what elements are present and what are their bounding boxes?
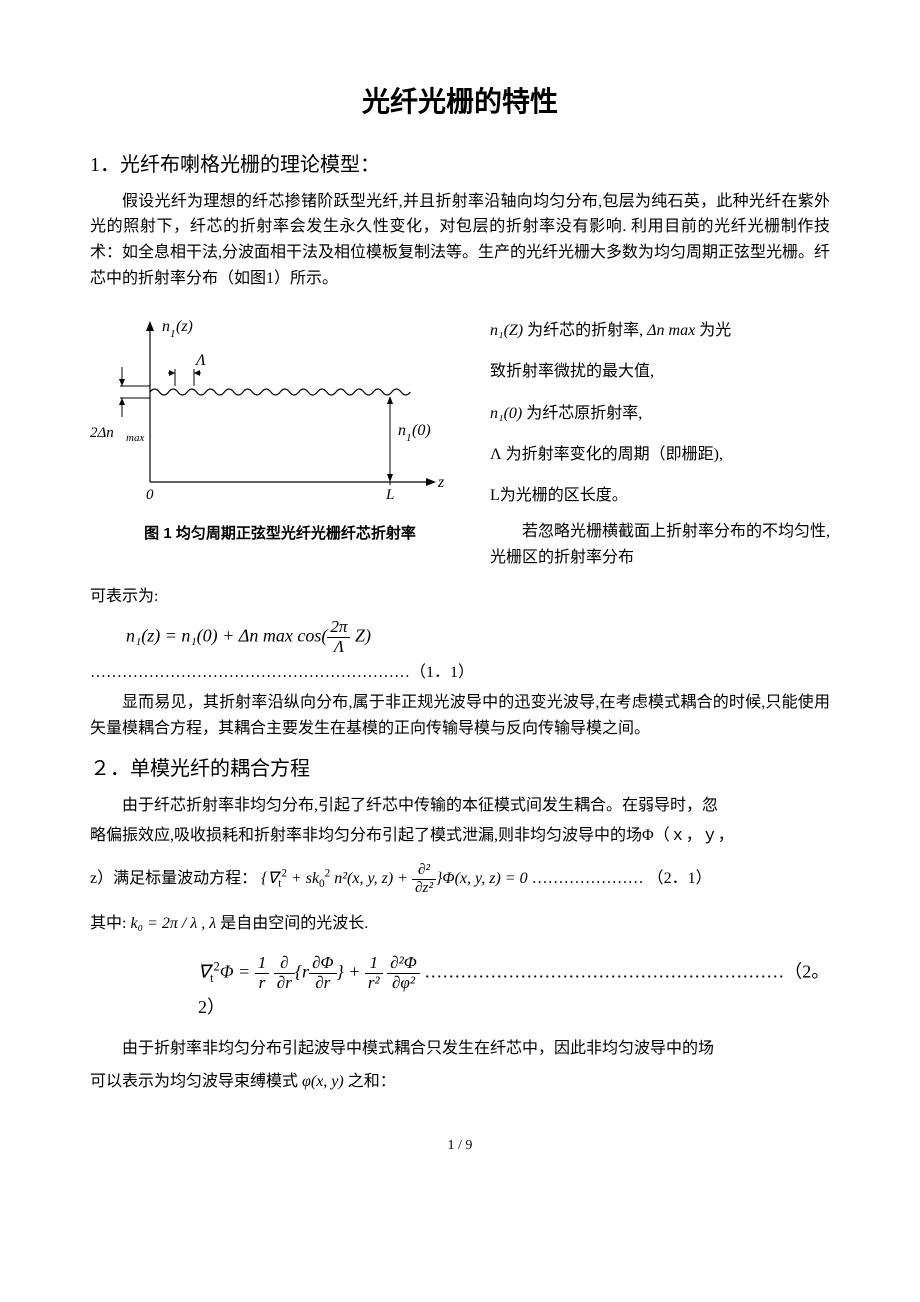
eq21-fd: ∂z² (412, 880, 436, 897)
pk0-b: k₀ = 2π / λ , λ (130, 915, 216, 932)
p-phi: 可以表示为均匀波导束缚模式 φ(x, y) 之和： (90, 1069, 830, 1095)
pphi-c: 之和： (348, 1073, 396, 1090)
fr-l2: 致折射率微扰的最大值, (490, 354, 830, 389)
eq21-c: n²(x, y, z) + (334, 870, 412, 887)
section1-heading: 1．光纤布喇格光栅的理论模型： (90, 149, 830, 181)
eq21-prefix: z）满足标量波动方程： (90, 870, 257, 887)
section2-p2: 略偏振效应,吸收损耗和折射率非均匀分布引起了模式泄漏,则非均匀波导中的场Φ（ｘ，… (90, 823, 830, 849)
eq22-f4d: ∂φ² (387, 974, 420, 993)
eq11-left: n₁(z) = n₁(0) + Δn max cos( (126, 625, 327, 645)
eq22-lhs: ∇ (198, 962, 210, 982)
fr-l5: L为光栅的区长度。 (490, 478, 830, 513)
eq-2-1: z）满足标量波动方程： {∇t2 + sk02 n²(x, y, z) + ∂²… (90, 862, 830, 896)
svg-text:max: max (126, 432, 144, 444)
svg-text:2Δn: 2Δn (90, 425, 114, 441)
eq22-m3: } + (337, 962, 365, 982)
svg-text:1: 1 (170, 328, 176, 340)
after-fig: 可表示为: (90, 584, 830, 610)
eq22-dots: …………………………………………………… (420, 962, 785, 982)
figure1-left: n 1 (z) z 0 L 2Δn max Λ (90, 307, 470, 546)
figure1-row: n 1 (z) z 0 L 2Δn max Λ (90, 307, 830, 576)
pphi-b: φ(x, y) (302, 1073, 344, 1090)
eq21-number: （2．1） (648, 870, 712, 887)
fr-l1b: 为纤芯的折射率, (527, 322, 643, 339)
svg-text:1: 1 (406, 432, 412, 444)
svg-text:(z): (z) (176, 318, 193, 335)
svg-text:L: L (385, 487, 394, 503)
page-title: 光纤光栅的特性 (90, 80, 830, 125)
fr-l4b: 为折射率变化的周期（即栅距), (506, 446, 723, 463)
figure1-caption: 图 1 均匀周期正弦型光纤光栅纤芯折射率 (90, 522, 470, 546)
pphi-a: 可以表示为均匀波导束缚模式 (90, 1073, 298, 1090)
svg-text:n: n (162, 318, 170, 335)
eq22-f1d: r (255, 974, 270, 993)
p-k0: 其中: k₀ = 2π / λ , λ 是自由空间的光波长. (90, 911, 830, 937)
figure1-svg: n 1 (z) z 0 L 2Δn max Λ (90, 307, 450, 507)
section2-heading: ２．单模光纤的耦合方程 (90, 753, 830, 785)
svg-text:z: z (437, 474, 445, 491)
section2-p1: 由于纤芯折射率非均匀分布,引起了纤芯中传输的本征模式间发生耦合。在弱导时，忽 (90, 793, 830, 819)
eq11-dots: …………………………………………………… (90, 664, 410, 681)
pk0-a: 其中: (90, 915, 126, 932)
p-after-eq11: 显而易见，其折射率沿纵向分布,属于非正规光波导中的迅变光波导,在考虑模式耦合的时… (90, 690, 830, 741)
figure1-right: n₁(Z) 为纤芯的折射率, Δn max 为光 致折射率微扰的最大值, n₁(… (490, 307, 830, 576)
p-after-eq22: 由于折射率非均匀分布引起波导中模式耦合只发生在纤芯中，因此非均匀波导中的场 (90, 1036, 830, 1062)
fr-l3b: 为纤芯原折射率, (526, 405, 642, 422)
eq11-num: 2π (327, 618, 350, 638)
eq11-right: Z) (350, 625, 371, 645)
eq22-m2: {r (295, 962, 309, 982)
eq22-f2bn: ∂Φ (309, 954, 336, 974)
eq-2-2: ∇t2Φ = 1r ∂∂r{r∂Φ∂r} + 1r² ∂²Φ∂φ² ………………… (198, 954, 830, 1021)
eq21-a: {∇ (261, 870, 278, 887)
fr-l1d: 为光 (699, 322, 731, 339)
eq21-d: }Φ(x, y, z) = 0 (436, 870, 528, 887)
eq21-b: + sk (291, 870, 319, 887)
eq21-fn: ∂² (412, 862, 436, 880)
eq11-number: （1．1） (410, 664, 474, 681)
fr-l1a: n₁(Z) (490, 322, 523, 339)
eq22-f1n: 1 (255, 954, 270, 974)
eq11-dots-line: ……………………………………………………（1．1） (90, 660, 830, 686)
svg-text:0: 0 (146, 487, 154, 503)
eq11-den: Λ (327, 638, 350, 657)
svg-text:(0): (0) (412, 422, 431, 439)
eq22-f2ad: ∂r (274, 974, 295, 993)
fr-l4a: Λ (490, 446, 502, 463)
section1-p1: 假设光纤为理想的纤芯掺锗阶跃型光纤,并且折射率沿轴向均匀分布,包层为纯石英，此种… (90, 189, 830, 291)
eq22-f3n: 1 (365, 954, 383, 974)
fr-l1c: Δn max (647, 322, 695, 339)
eq22-lhs2: Φ = (220, 962, 255, 982)
page-number: 1 / 9 (90, 1135, 830, 1157)
svg-text:n: n (398, 422, 406, 439)
eq21-dots: ………………… (532, 870, 644, 887)
svg-text:Λ: Λ (194, 352, 206, 369)
eq22-f2an: ∂ (274, 954, 295, 974)
fr-l3a: n₁(0) (490, 405, 522, 422)
eq22-f2bd: ∂r (309, 974, 336, 993)
eq22-f3d: r² (365, 974, 383, 993)
pk0-c: 是自由空间的光波长. (220, 915, 368, 932)
eq22-f4n: ∂²Φ (387, 954, 420, 974)
eq-1-1: n₁(z) = n₁(0) + Δn max cos(2πΛ Z) (126, 618, 830, 657)
fr-l6: 若忽略光栅横截面上折射率分布的不均匀性,光栅区的折射率分布 (490, 519, 830, 570)
